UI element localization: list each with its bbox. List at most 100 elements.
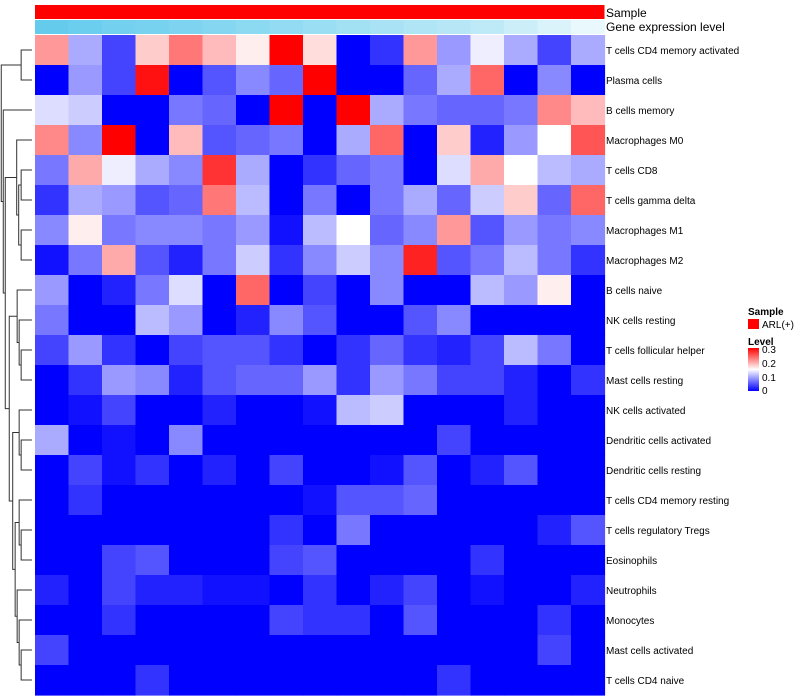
heatmap-cell (470, 455, 505, 486)
heatmap-cell (102, 635, 137, 666)
heatmap-cell (135, 455, 170, 486)
gene-expression-cell (370, 20, 404, 34)
heatmap-cell (102, 185, 137, 216)
heatmap-cell (35, 605, 70, 636)
heatmap-cell (202, 635, 237, 666)
dendrogram-branch (20, 49, 32, 81)
heatmap-cell (269, 665, 304, 696)
row-label: T cells CD8 (606, 166, 658, 177)
heatmap-cell (269, 395, 304, 426)
heatmap-cell (403, 545, 438, 576)
heatmap-cell (303, 245, 338, 276)
row-label: Mast cells activated (606, 646, 693, 657)
heatmap-cell (202, 515, 237, 546)
heatmap-cell (35, 245, 70, 276)
heatmap-cell (403, 335, 438, 366)
row-label: NK cells activated (606, 406, 685, 417)
heatmap-cell (403, 575, 438, 606)
heatmap-cell (269, 65, 304, 96)
heatmap-cell (370, 605, 405, 636)
heatmap-cell (504, 635, 539, 666)
heatmap-cell (35, 125, 70, 156)
row-label: Macrophages M2 (606, 256, 684, 267)
heatmap-cell (437, 455, 472, 486)
heatmap-cell (236, 95, 271, 126)
heatmap-cell (537, 185, 572, 216)
heatmap-cell (269, 485, 304, 516)
heatmap-cells (35, 35, 606, 696)
heatmap-cell (202, 455, 237, 486)
heatmap-cell (336, 365, 371, 396)
heatmap-cell (370, 185, 405, 216)
heatmap-cell (403, 245, 438, 276)
heatmap-cell (370, 425, 405, 456)
heatmap-cell (571, 605, 606, 636)
heatmap-cell (68, 515, 103, 546)
heatmap-cell (169, 665, 204, 696)
heatmap-cell (403, 65, 438, 96)
heatmap-cell (135, 305, 170, 336)
heatmap-cell (169, 65, 204, 96)
heatmap-cell (470, 215, 505, 246)
row-label: Dendritic cells resting (606, 466, 701, 477)
heatmap-cell (336, 185, 371, 216)
row-label: Dendritic cells activated (606, 436, 711, 447)
heatmap-cell (102, 215, 137, 246)
heatmap-cell (202, 215, 237, 246)
heatmap-cell (169, 335, 204, 366)
legend-tick-0-1: 0.1 (762, 373, 776, 384)
heatmap-cell (537, 335, 572, 366)
heatmap-cell (504, 335, 539, 366)
heatmap-cell (403, 305, 438, 336)
heatmap-cell (336, 575, 371, 606)
heatmap-cell (303, 455, 338, 486)
heatmap-cell (303, 605, 338, 636)
row-label: NK cells resting (606, 316, 675, 327)
legend-sample-title: Sample (748, 307, 784, 318)
heatmap-cell (370, 665, 405, 696)
heatmap-cell (537, 35, 572, 66)
row-label: Macrophages M1 (606, 226, 684, 237)
heatmap-cell (504, 65, 539, 96)
heatmap-cell (202, 485, 237, 516)
heatmap-cell (269, 575, 304, 606)
heatmap-cell (68, 35, 103, 66)
heatmap-cell (403, 665, 438, 696)
heatmap-cell (269, 545, 304, 576)
heatmap-cell (236, 665, 271, 696)
heatmap-cell (370, 95, 405, 126)
heatmap-cell (269, 155, 304, 186)
heatmap-cell (336, 605, 371, 636)
heatmap-cell (403, 275, 438, 306)
dendrogram-branch (20, 439, 32, 471)
heatmap-cell (102, 245, 137, 276)
heatmap-cell (135, 155, 170, 186)
heatmap-cell (437, 245, 472, 276)
heatmap-cell (370, 635, 405, 666)
heatmap-cell (68, 215, 103, 246)
heatmap-cell (303, 485, 338, 516)
heatmap-cell (169, 365, 204, 396)
heatmap-cell (102, 95, 137, 126)
heatmap-cell (571, 65, 606, 96)
heatmap-cell (571, 155, 606, 186)
heatmap-cell (537, 65, 572, 96)
heatmap-cell (303, 155, 338, 186)
heatmap-cell (403, 185, 438, 216)
heatmap-cell (236, 635, 271, 666)
heatmap-cell (437, 365, 472, 396)
annotation-tracks (35, 5, 605, 34)
heatmap-cell (437, 545, 472, 576)
heatmap-cell (571, 515, 606, 546)
heatmap-cell (370, 395, 405, 426)
heatmap-cell (236, 455, 271, 486)
heatmap-cell (236, 545, 271, 576)
heatmap-cell (437, 635, 472, 666)
heatmap-cell (135, 545, 170, 576)
heatmap-cell (236, 605, 271, 636)
heatmap-cell (68, 65, 103, 96)
heatmap-cell (504, 155, 539, 186)
heatmap-cell (437, 515, 472, 546)
gene-expression-cell (202, 20, 237, 34)
heatmap-cell (135, 95, 170, 126)
